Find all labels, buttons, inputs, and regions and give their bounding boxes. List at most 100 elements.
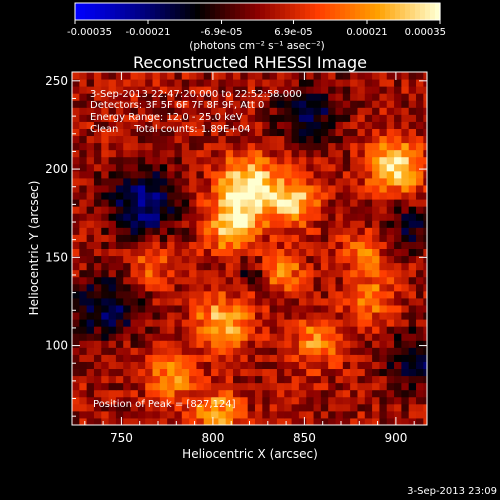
heatmap-cell bbox=[196, 396, 205, 405]
heatmap-cell bbox=[218, 354, 227, 362]
heatmap-cell bbox=[101, 121, 110, 129]
heatmap-cell bbox=[254, 326, 263, 334]
heatmap-cell bbox=[298, 121, 307, 129]
heatmap-cell bbox=[137, 93, 146, 101]
heatmap-cell bbox=[386, 389, 395, 398]
heatmap-cell bbox=[394, 114, 402, 122]
heatmap-cell bbox=[313, 326, 322, 334]
heatmap-cell bbox=[328, 149, 337, 158]
heatmap-cell bbox=[196, 241, 205, 249]
heatmap-cell bbox=[130, 86, 139, 94]
heatmap-cell bbox=[101, 213, 110, 221]
heatmap-cell bbox=[108, 326, 117, 334]
heatmap-cell bbox=[269, 410, 278, 419]
heatmap-cell bbox=[233, 206, 241, 214]
heatmap-cell bbox=[137, 368, 146, 377]
heatmap-cell bbox=[108, 347, 117, 355]
heatmap-cell bbox=[298, 156, 307, 165]
heatmap-cell bbox=[284, 410, 293, 419]
heatmap-cell bbox=[423, 86, 427, 94]
heatmap-cell bbox=[181, 156, 190, 165]
heatmap-cell bbox=[342, 93, 351, 101]
heatmap-cell bbox=[401, 86, 410, 94]
heatmap-cell bbox=[386, 213, 395, 221]
heatmap-cell bbox=[372, 276, 380, 285]
heatmap-cell bbox=[320, 312, 329, 320]
heatmap-cell bbox=[401, 283, 410, 292]
heatmap-cell bbox=[203, 177, 212, 186]
heatmap-cell bbox=[86, 312, 95, 320]
heatmap-cell bbox=[108, 121, 117, 129]
heatmap-cell bbox=[145, 403, 154, 412]
heatmap-cell bbox=[225, 248, 234, 257]
heatmap-cell bbox=[298, 128, 307, 137]
heatmap-cell bbox=[159, 170, 168, 179]
heatmap-cell bbox=[328, 170, 337, 179]
heatmap-cell bbox=[159, 93, 168, 101]
heatmap-cell bbox=[269, 361, 278, 370]
heatmap-cell bbox=[357, 340, 366, 348]
heatmap-cell bbox=[203, 375, 212, 384]
heatmap-cell bbox=[196, 121, 205, 129]
heatmap-cell bbox=[423, 72, 427, 80]
heatmap-cell bbox=[313, 403, 322, 412]
heatmap-cell bbox=[174, 163, 183, 172]
heatmap-cell bbox=[408, 319, 417, 327]
heatmap-cell bbox=[240, 72, 249, 80]
heatmap-cell bbox=[357, 149, 366, 158]
y-tick-label: 100 bbox=[45, 339, 68, 353]
heatmap-cell bbox=[254, 156, 263, 165]
heatmap-cell bbox=[203, 234, 212, 242]
heatmap-cell bbox=[196, 199, 205, 207]
heatmap-cell bbox=[115, 107, 124, 115]
heatmap-cell bbox=[291, 142, 300, 151]
heatmap-cell bbox=[196, 333, 205, 341]
heatmap-cell bbox=[328, 79, 337, 87]
heatmap-cell bbox=[108, 417, 117, 425]
heatmap-cell bbox=[115, 290, 124, 299]
heatmap-cell bbox=[174, 107, 183, 115]
colorbar-cell bbox=[395, 3, 401, 20]
heatmap-cell bbox=[408, 213, 417, 221]
heatmap-cell bbox=[262, 199, 271, 207]
heatmap-cell bbox=[93, 79, 102, 87]
heatmap-cell bbox=[247, 170, 256, 179]
heatmap-cell bbox=[218, 234, 227, 242]
heatmap-cell bbox=[298, 326, 307, 334]
heatmap-cell bbox=[174, 241, 183, 249]
heatmap-cell bbox=[320, 234, 329, 242]
heatmap-cell bbox=[350, 163, 358, 172]
heatmap-cell bbox=[189, 255, 197, 264]
heatmap-cell bbox=[394, 227, 402, 235]
heatmap-cell bbox=[167, 248, 175, 257]
heatmap-cell bbox=[313, 312, 322, 320]
heatmap-cell bbox=[313, 375, 322, 384]
heatmap-cell bbox=[189, 410, 197, 419]
heatmap-cell bbox=[72, 128, 80, 137]
heatmap-cell bbox=[159, 319, 168, 327]
heatmap-cell bbox=[254, 347, 263, 355]
heatmap-cell bbox=[123, 156, 132, 165]
heatmap-cell bbox=[350, 347, 358, 355]
heatmap-cell bbox=[247, 269, 256, 278]
heatmap-cell bbox=[262, 262, 271, 271]
heatmap-cell bbox=[394, 199, 402, 207]
heatmap-cell bbox=[328, 368, 337, 377]
heatmap-cell bbox=[408, 375, 417, 384]
x-tick-label: 750 bbox=[110, 431, 133, 445]
heatmap-cell bbox=[115, 354, 124, 362]
colorbar-cell bbox=[90, 3, 96, 20]
heatmap-cell bbox=[328, 304, 337, 313]
heatmap-cell bbox=[394, 319, 402, 327]
heatmap-cell bbox=[408, 297, 417, 306]
heatmap-cell bbox=[254, 72, 263, 80]
heatmap-cell bbox=[225, 114, 234, 122]
heatmap-cell bbox=[137, 297, 146, 306]
heatmap-cell bbox=[152, 234, 161, 242]
heatmap-cell bbox=[247, 382, 256, 391]
heatmap-cell bbox=[254, 220, 263, 228]
heatmap-cell bbox=[335, 354, 344, 362]
heatmap-cell bbox=[342, 361, 351, 370]
heatmap-cell bbox=[394, 192, 402, 200]
heatmap-cell bbox=[93, 227, 102, 235]
